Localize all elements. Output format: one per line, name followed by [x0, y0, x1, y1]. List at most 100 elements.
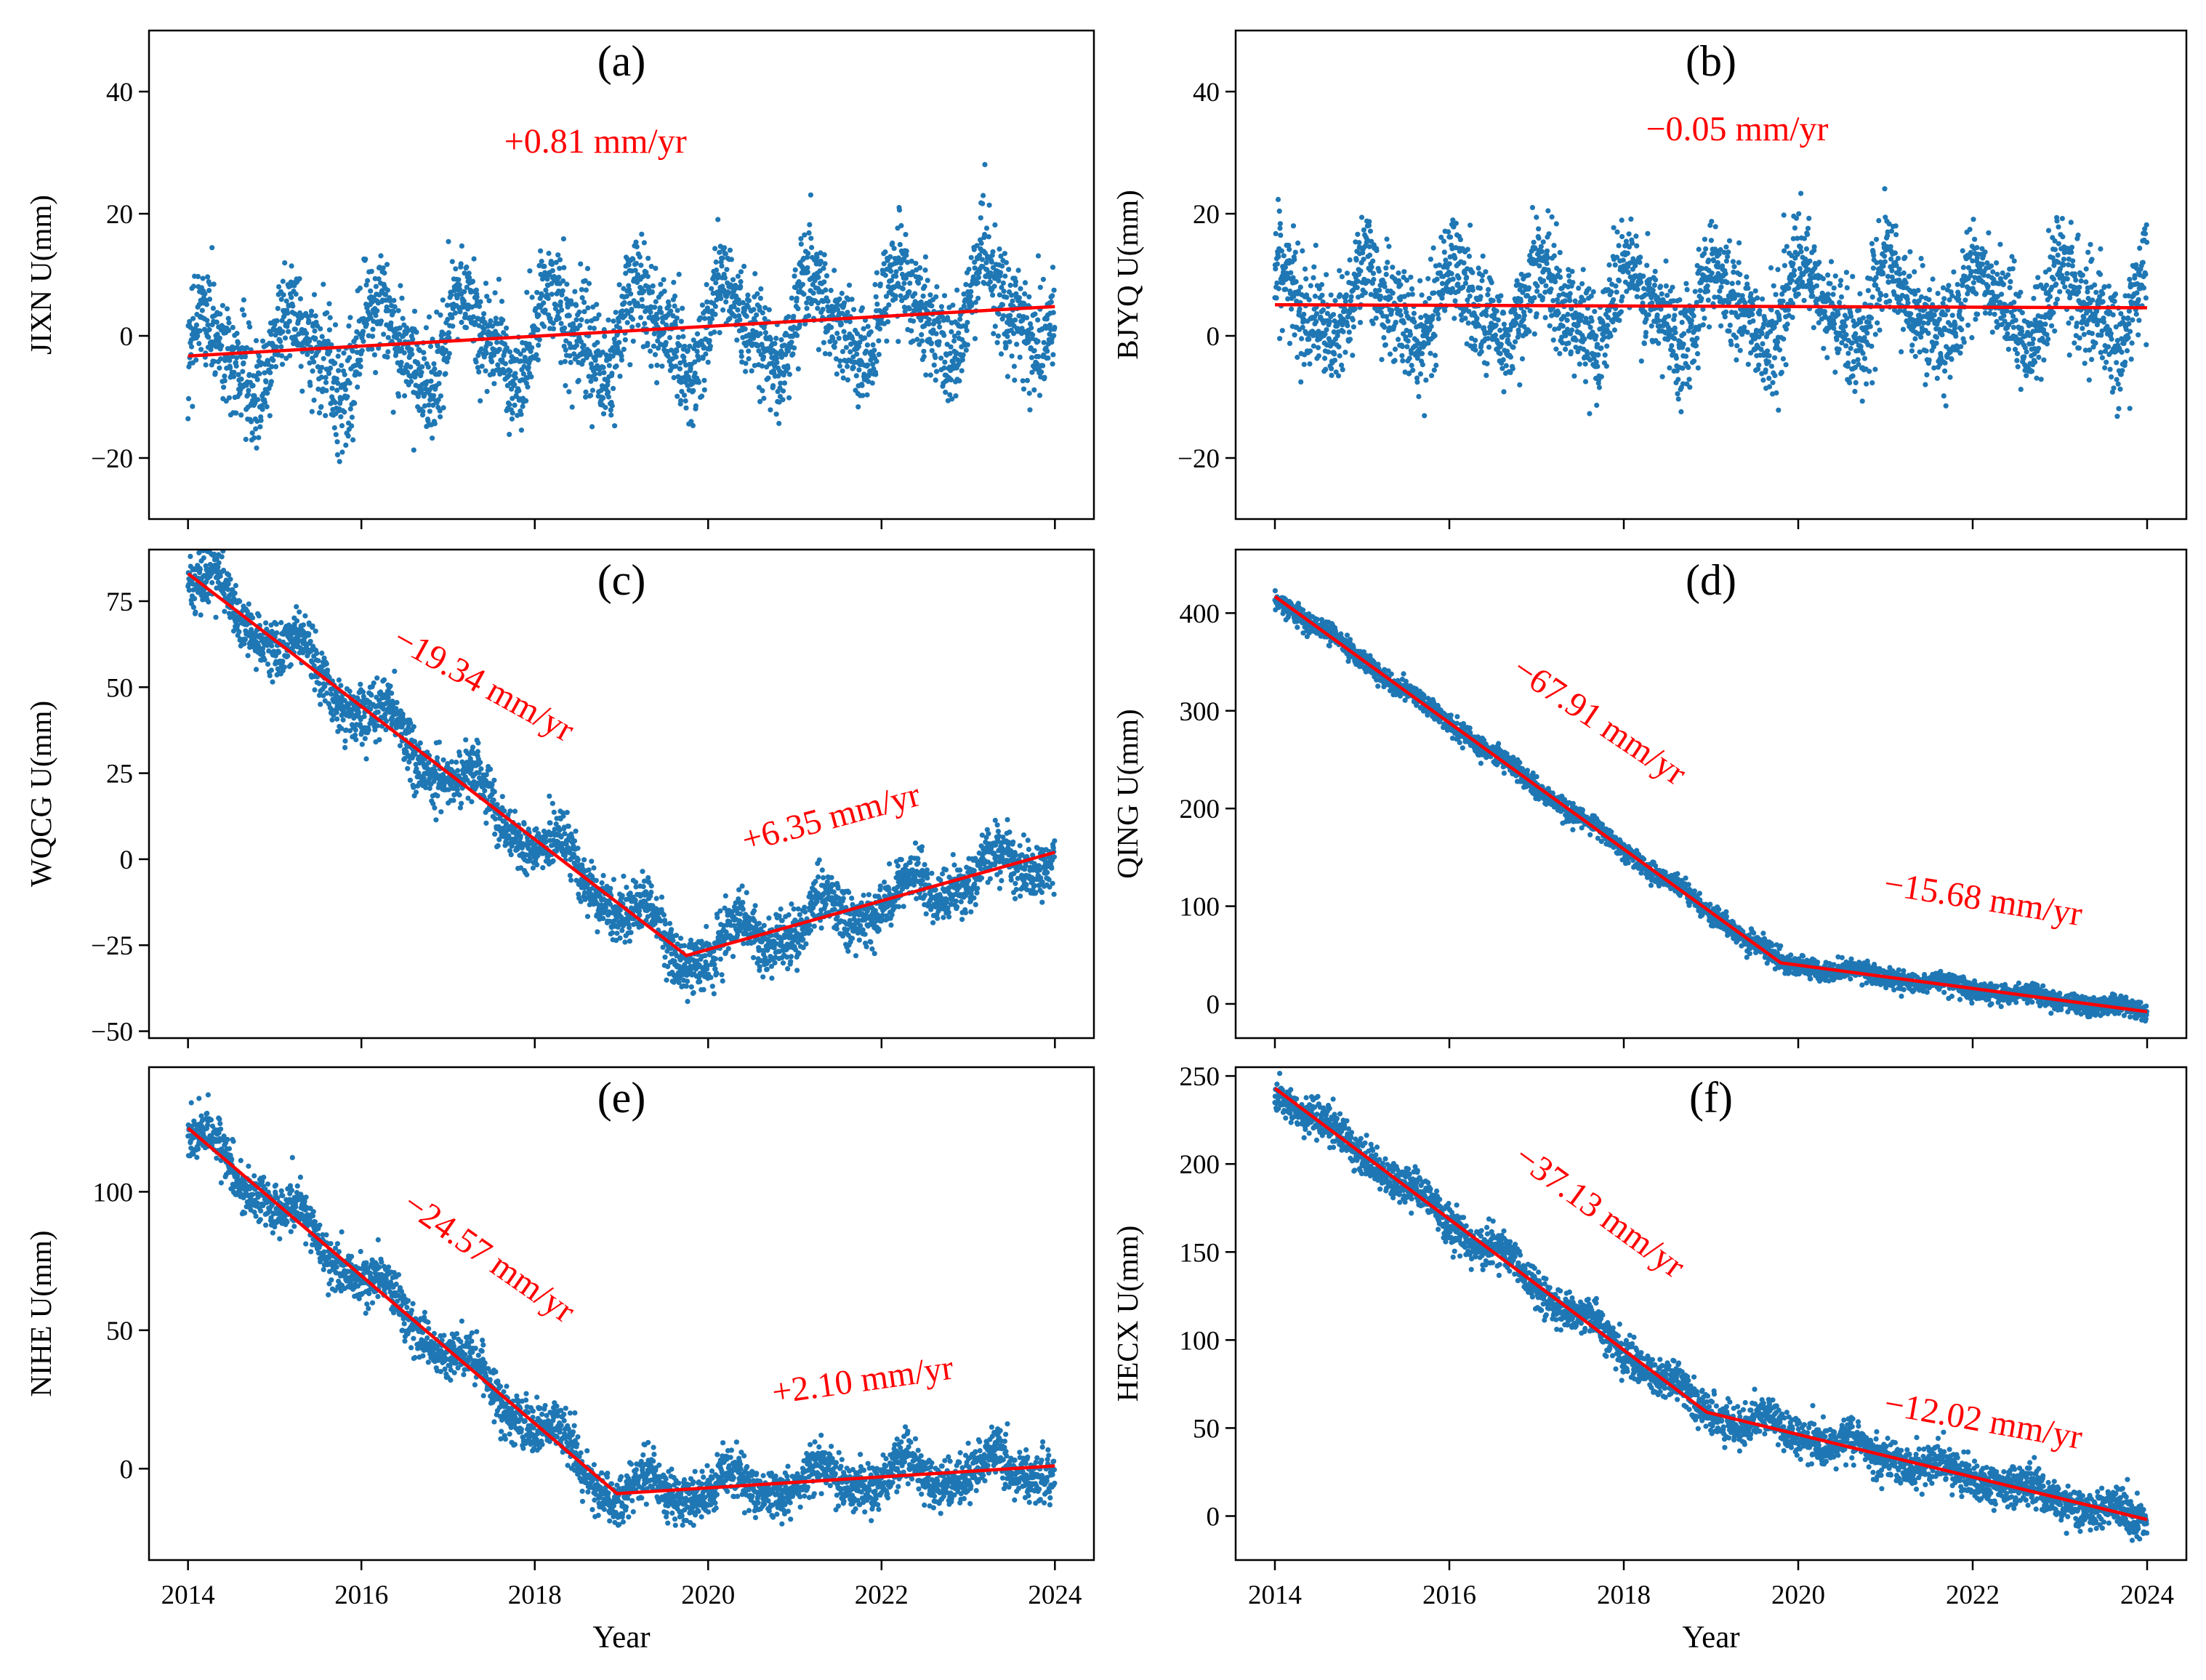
data-point: [1589, 318, 1595, 323]
data-point: [661, 277, 667, 283]
data-point: [1300, 316, 1306, 322]
data-point: [269, 363, 275, 369]
data-point: [1011, 331, 1017, 337]
data-point: [1381, 334, 1387, 341]
data-point: [1613, 283, 1619, 289]
data-point: [1377, 287, 1382, 293]
data-point: [1465, 246, 1470, 252]
data-point: [1750, 318, 1756, 324]
data-point: [1358, 268, 1364, 274]
data-point: [585, 305, 591, 311]
data-point: [678, 398, 684, 403]
data-point: [435, 397, 441, 403]
data-point: [860, 393, 866, 398]
data-point: [1670, 284, 1675, 290]
data-point: [687, 343, 693, 349]
data-point: [397, 338, 403, 344]
data-point: [1824, 355, 1830, 361]
data-point: [318, 326, 323, 331]
data-point: [793, 285, 799, 291]
data-point: [920, 293, 926, 299]
data-point: [1612, 262, 1618, 268]
data-point: [1861, 334, 1867, 341]
data-point: [1484, 372, 1489, 379]
data-point: [1417, 371, 1423, 377]
data-point: [1542, 289, 1548, 295]
data-point: [1492, 332, 1499, 338]
data-point: [848, 349, 853, 355]
data-point: [1757, 308, 1763, 313]
data-point: [185, 395, 192, 402]
data-point: [1856, 361, 1861, 367]
data-point: [823, 287, 829, 293]
data-point: [236, 371, 241, 377]
data-point: [678, 379, 684, 385]
data-point: [742, 326, 748, 332]
data-point: [509, 416, 515, 422]
data-point: [1311, 343, 1316, 349]
data-point: [1564, 318, 1570, 323]
data-point: [343, 442, 349, 449]
data-point: [1630, 240, 1635, 246]
data-point: [189, 344, 195, 350]
data-point: [882, 249, 888, 255]
data-point: [1399, 344, 1405, 350]
data-point: [1327, 318, 1332, 324]
data-point: [758, 286, 764, 292]
data-point: [464, 284, 470, 290]
data-point: [735, 307, 741, 313]
data-point: [1307, 348, 1313, 354]
data-point: [1300, 324, 1305, 330]
data-point: [660, 319, 666, 325]
data-point: [722, 251, 728, 257]
data-point: [523, 357, 528, 363]
data-point: [1345, 323, 1350, 329]
data-point: [1625, 250, 1630, 256]
data-point: [521, 347, 527, 353]
data-point: [472, 320, 478, 326]
data-point: [861, 326, 866, 331]
data-point: [1414, 375, 1420, 381]
data-point: [1675, 391, 1680, 397]
data-point: [1337, 292, 1343, 298]
data-point: [465, 306, 471, 312]
data-point: [289, 263, 294, 269]
data-point: [1026, 390, 1032, 396]
data-point: [1392, 346, 1398, 352]
data-point: [1594, 402, 1600, 409]
data-point: [713, 259, 719, 265]
data-point: [398, 346, 405, 352]
data-point: [1466, 253, 1472, 260]
data-point: [317, 369, 323, 374]
data-point: [1461, 260, 1467, 266]
data-point: [1538, 244, 1544, 249]
data-point: [1342, 350, 1348, 355]
data-point: [240, 369, 246, 374]
data-point: [648, 309, 653, 315]
data-point: [1316, 286, 1322, 292]
data-point: [241, 312, 247, 318]
data-point: [313, 313, 318, 319]
data-point: [1555, 310, 1561, 316]
data-point: [1790, 315, 1795, 321]
data-point: [1700, 322, 1706, 328]
data-point: [199, 308, 205, 313]
data-point: [1029, 369, 1035, 375]
data-point: [707, 337, 712, 344]
data-point: [546, 250, 552, 257]
data-point: [1827, 281, 1833, 286]
data-point: [954, 287, 960, 293]
data-point: [617, 325, 623, 331]
data-point: [1274, 261, 1280, 267]
data-point: [1382, 284, 1388, 289]
data-point: [366, 333, 371, 339]
data-point: [1611, 225, 1617, 230]
data-point: [821, 339, 826, 345]
data-point: [380, 265, 386, 271]
data-point: [491, 381, 497, 387]
data-point: [869, 380, 875, 386]
data-point: [529, 345, 535, 350]
data-point: [458, 261, 464, 267]
data-point: [1776, 407, 1782, 413]
data-point: [360, 329, 366, 334]
